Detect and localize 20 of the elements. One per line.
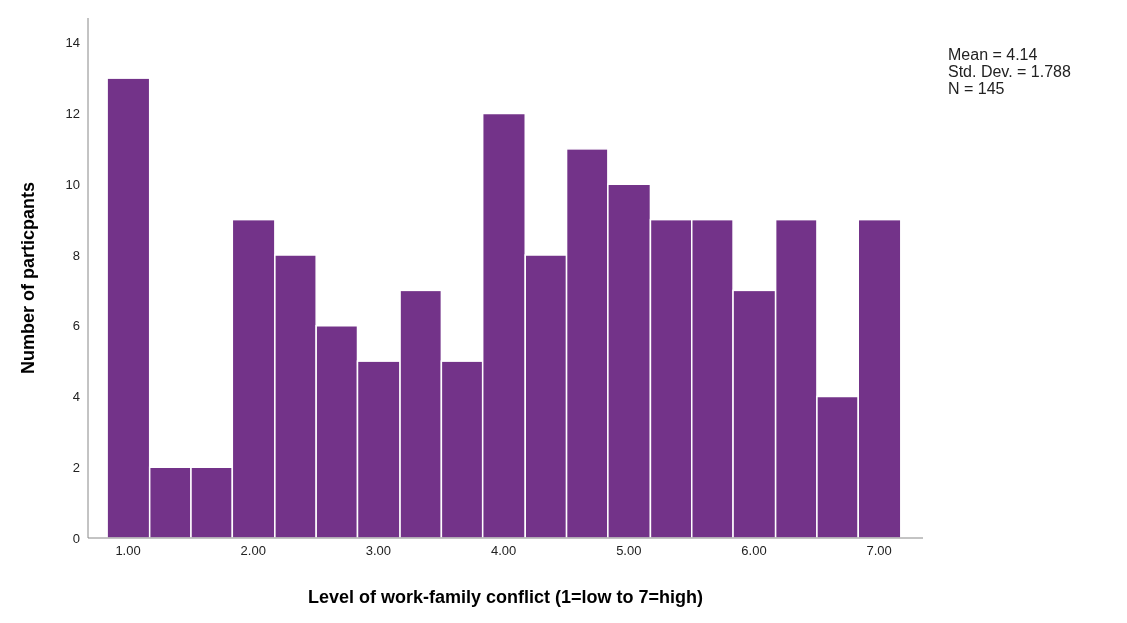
x-tick-label: 7.00 — [866, 543, 892, 559]
x-tick-label: 5.00 — [616, 543, 642, 559]
x-tick-label: 3.00 — [365, 543, 392, 559]
text: N = 145 — [948, 80, 1006, 97]
y-axis-title: Number of particpants — [18, 181, 39, 375]
y-tick-label: 6 — [72, 318, 80, 334]
y-tick-label: 4 — [72, 389, 80, 405]
y-tick-label: 10 — [65, 176, 80, 192]
y-tick-label: 14 — [65, 35, 80, 51]
y-tick-label: 8 — [72, 247, 80, 263]
x-tick-label: 4.00 — [490, 543, 517, 559]
x-tick-label: 2.00 — [240, 543, 266, 559]
text: Std. Dev. = 1.788 — [948, 63, 1071, 80]
text: Mean = 4.14 — [948, 46, 1039, 63]
y-tick-label: 2 — [72, 459, 80, 475]
x-tick-label: 6.00 — [741, 543, 767, 559]
y-tick-label: 0 — [72, 530, 80, 546]
x-axis-title: Level of work-family conflict (1=low to 7=high) — [307, 587, 704, 607]
y-tick-label: 12 — [65, 106, 80, 122]
x-tick-label: 1.00 — [115, 543, 141, 559]
